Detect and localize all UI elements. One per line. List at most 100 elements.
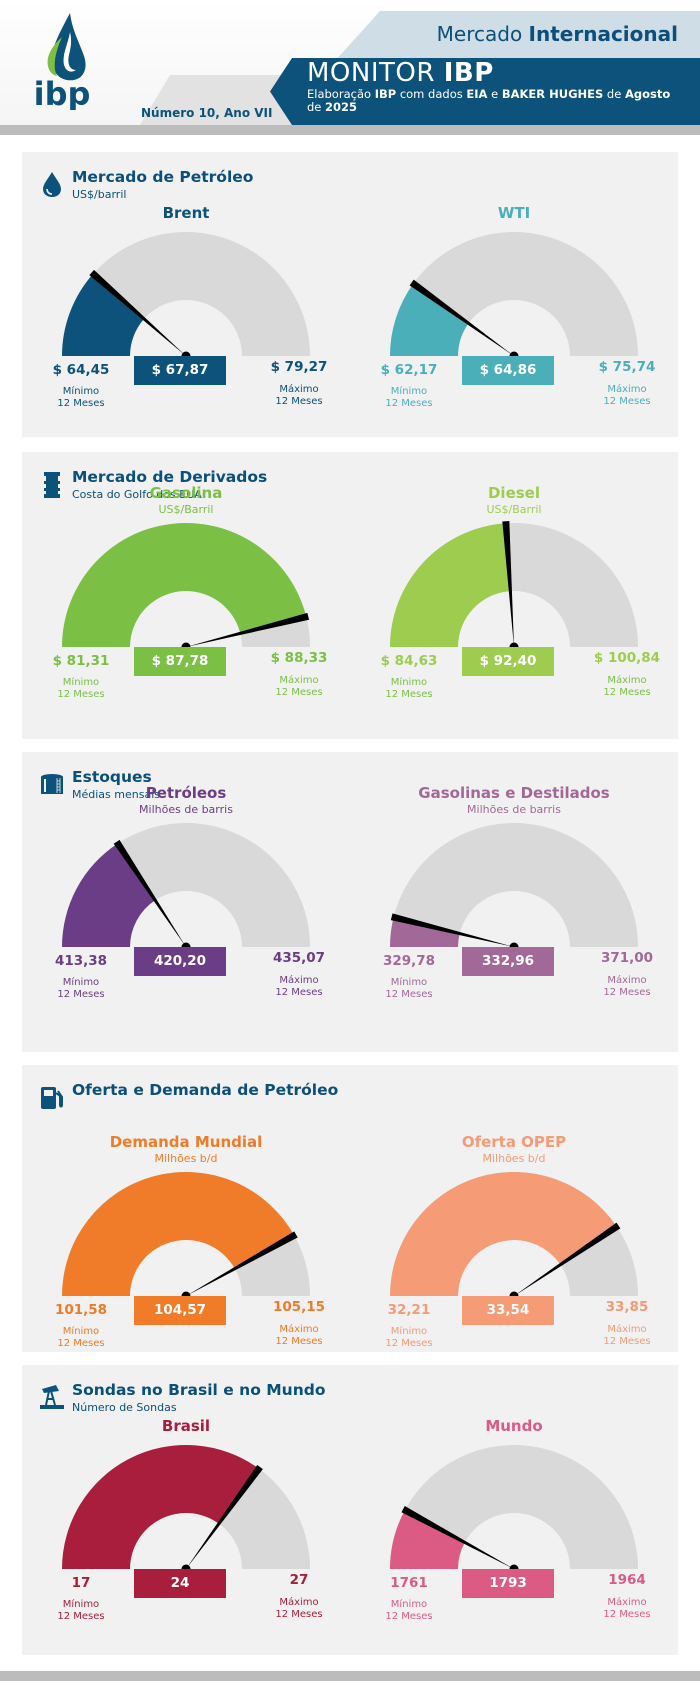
gauge-unit: Milhões de barris	[139, 803, 233, 816]
gauge-needle	[390, 913, 514, 947]
header-band-light	[335, 11, 700, 61]
gauge-needle	[186, 612, 310, 647]
report-title-regular: MONITOR	[307, 58, 435, 88]
gauge-gasolinas-e-destilados: Gasolinas e Destilados Milhões de barris…	[350, 752, 678, 1052]
max-label-text: Máximo	[607, 675, 647, 686]
gauge-demanda-mundial: Demanda Mundial Milhões b/d 101,58 104,5…	[22, 1065, 350, 1352]
min-label-text: Mínimo	[390, 677, 428, 688]
gauge-track	[390, 823, 638, 947]
gauge-title: Gasolinas e Destilados	[418, 784, 610, 802]
oil-pumpjack-icon	[40, 1385, 64, 1409]
gauge-needle	[186, 1465, 263, 1569]
gauge-needle	[89, 269, 186, 356]
section-subtitle: Médias mensais	[72, 788, 160, 801]
min-period-text: 12 Meses	[385, 1338, 433, 1349]
gauge-max-label: Máximo 12 Meses	[582, 1324, 672, 1348]
gauge-min-label: Mínimo 12 Meses	[364, 1326, 454, 1350]
gauge-min-label: Mínimo 12 Meses	[36, 977, 126, 1001]
max-label-text: Máximo	[279, 384, 319, 395]
gauge-needle	[186, 1231, 298, 1296]
gauge-min-label: Mínimo 12 Meses	[36, 386, 126, 410]
ibp-logo: ibp	[34, 13, 90, 110]
panel-sondas: Sondas no Brasil e no Mundo Número de So…	[22, 1365, 678, 1655]
min-period-text: 12 Meses	[57, 689, 105, 700]
max-period-text: 12 Meses	[603, 987, 651, 998]
subtitle-part: com dados	[396, 87, 467, 101]
gauge-unit: US$/Barril	[486, 503, 542, 516]
gauge-fill	[390, 1510, 465, 1569]
gauge-min-value: 1761	[390, 1575, 428, 1591]
section-title: Oferta e Demanda de Petróleo	[72, 1081, 339, 1099]
max-label-text: Máximo	[607, 975, 647, 986]
min-label-text: Mínimo	[390, 1599, 428, 1610]
gauge-wti: WTI $ 62,17 $ 64,86 $ 75,74 Mínimo 12 Mes…	[350, 152, 678, 437]
gauge-needle	[502, 521, 514, 647]
gauge-petróleos: Petróleos Milhões de barris 413,38 420,2…	[22, 752, 350, 1052]
gauge-min-label: Mínimo 12 Meses	[364, 386, 454, 410]
min-label-text: Mínimo	[62, 386, 100, 397]
gauge-min-value: 413,38	[54, 953, 108, 969]
subtitle-part: Elaboração	[307, 87, 375, 101]
gauge-min-label: Mínimo 12 Meses	[364, 677, 454, 701]
gauge-max-label: Máximo 12 Meses	[254, 975, 344, 999]
min-label-text: Mínimo	[390, 386, 428, 397]
gauge-fill	[390, 917, 460, 947]
gauge-max-value: 435,07	[272, 950, 326, 966]
gauge-gasolina: Gasolina US$/Barril $ 81,31 $ 87,78 $ 88…	[22, 452, 350, 739]
gauge-max-value: 1964	[608, 1572, 646, 1588]
gauge-current-value: $ 64,86	[462, 356, 554, 385]
min-period-text: 12 Meses	[57, 1611, 105, 1622]
section-subtitle: US$/barril	[72, 188, 127, 201]
gauge-max-value: $ 88,33	[270, 650, 328, 666]
gauge-dial	[390, 521, 638, 652]
gauge-current-value: $ 87,78	[134, 647, 226, 676]
gauge-unit: Milhões b/d	[482, 1152, 546, 1165]
subtitle-part: e	[487, 87, 502, 101]
header-band-grey	[140, 75, 300, 125]
section-title: Mercado de Derivados	[72, 468, 268, 486]
gauge-diesel: Diesel US$/Barril $ 84,63 $ 92,40 $ 100,…	[350, 452, 678, 739]
section-subtitle: Número de Sondas	[72, 1401, 177, 1414]
gauge-needle	[514, 1222, 621, 1296]
min-period-text: 12 Meses	[385, 989, 433, 1000]
gauge-max-value: 33,85	[605, 1299, 649, 1315]
max-period-text: 12 Meses	[603, 687, 651, 698]
gauge-current-value: 33,54	[462, 1296, 554, 1325]
max-period-text: 12 Meses	[603, 1609, 651, 1620]
min-label-text: Mínimo	[62, 1599, 100, 1610]
section-title: Mercado de Petróleo	[72, 168, 254, 186]
gauge-max-value: $ 79,27	[270, 359, 328, 375]
gauge-title: WTI	[497, 204, 531, 222]
logo-leaf-green	[47, 37, 62, 76]
max-label-text: Máximo	[279, 1597, 319, 1608]
max-period-text: 12 Meses	[275, 687, 323, 698]
max-period-text: 12 Meses	[275, 1609, 323, 1620]
gauge-dial	[62, 1445, 310, 1574]
edition-number: Número 10, Ano VII	[141, 106, 273, 120]
fuel-pump-icon	[41, 1087, 63, 1109]
section-title: Sondas no Brasil e no Mundo	[72, 1381, 326, 1399]
gauge-unit: Milhões b/d	[154, 1152, 218, 1165]
storage-tank-icon	[41, 774, 63, 794]
gauge-brent: Brent $ 64,45 $ 67,87 $ 79,27 Mínimo 12 M…	[22, 152, 350, 437]
max-label-text: Máximo	[607, 384, 647, 395]
gauge-current-value: 24	[134, 1569, 226, 1598]
gauge-fill	[390, 283, 469, 356]
gauge-max-label: Máximo 12 Meses	[582, 975, 672, 999]
panel-petroleo: Mercado de Petróleo US$/barril Brent $ 6…	[22, 152, 678, 437]
gauge-dial	[390, 232, 638, 361]
subtitle-part: Agosto	[624, 87, 671, 101]
report-header: ibp Mercado Internacional MONITOR IBP El…	[0, 0, 700, 135]
gauge-dial	[62, 823, 310, 952]
gauge-max-value: 27	[289, 1572, 309, 1588]
gauge-min-label: Mínimo 12 Meses	[36, 677, 126, 701]
min-label-text: Mínimo	[390, 977, 428, 988]
gauge-dial	[390, 1172, 638, 1301]
gauge-max-label: Máximo 12 Meses	[254, 384, 344, 408]
gauge-fill	[390, 1172, 617, 1296]
max-period-text: 12 Meses	[275, 1336, 323, 1347]
gauge-needle	[409, 279, 514, 356]
min-period-text: 12 Meses	[385, 398, 433, 409]
gauge-fill	[390, 523, 511, 647]
gauge-fill	[62, 522, 307, 647]
